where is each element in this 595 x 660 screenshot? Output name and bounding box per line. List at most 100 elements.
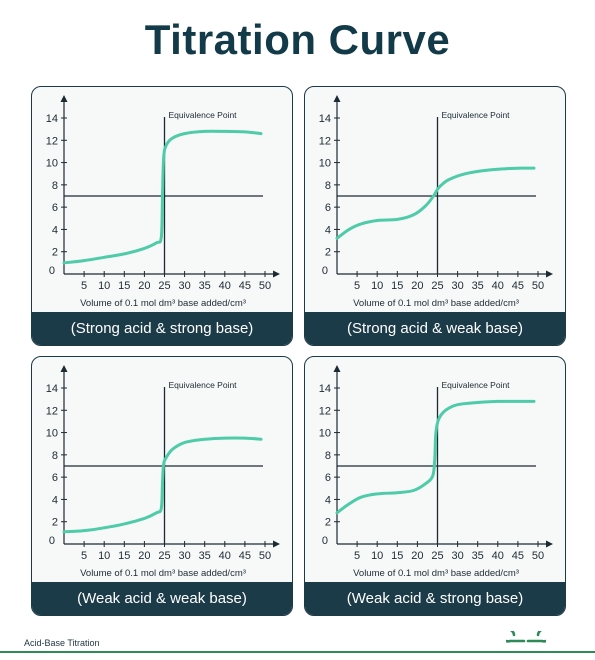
equivalence-point-label: Equivalence Point <box>442 380 511 390</box>
y-tick-label: 8 <box>325 450 331 462</box>
y-tick-label: 0 <box>322 265 328 277</box>
y-axis-arrow-icon <box>60 95 68 102</box>
x-tick-label: 45 <box>239 280 251 292</box>
equivalence-point-label: Equivalence Point <box>442 110 511 120</box>
chart-caption: (Strong acid & weak base) <box>305 312 565 345</box>
x-tick-label: 30 <box>451 280 463 292</box>
x-axis-label: Volume of 0.1 mol dm³ base added/cm³ <box>80 568 246 579</box>
x-tick-label: 15 <box>118 280 130 292</box>
x-tick-label: 5 <box>354 280 360 292</box>
y-tick-label: 4 <box>325 224 331 236</box>
y-tick-label: 6 <box>325 472 331 484</box>
x-axis-arrow-icon <box>273 540 280 548</box>
titration-chart: 0 2 4 6 8 10 12 14 5 10 15 20 25 30 35 40 45 50 Equivalenc… <box>46 95 280 309</box>
x-tick-label: 35 <box>199 280 211 292</box>
y-tick-label: 14 <box>46 113 58 125</box>
y-tick-label: 2 <box>325 517 331 529</box>
y-tick-label: 12 <box>319 135 331 147</box>
x-tick-label: 15 <box>118 550 130 562</box>
y-tick-label: 6 <box>325 202 331 214</box>
titration-chart: 0 2 4 6 8 10 12 14 5 10 15 20 25 30 35 40 45 50 Equivalenc… <box>46 365 280 579</box>
x-tick-label: 25 <box>158 280 170 292</box>
y-tick-label: 8 <box>52 180 58 192</box>
titration-chart: 0 2 4 6 8 10 12 14 5 10 15 20 25 30 35 40 45 50 Equivalenc… <box>319 365 553 579</box>
y-tick-label: 12 <box>319 405 331 417</box>
y-tick-label: 2 <box>325 247 331 259</box>
chart-caption: (Weak acid & weak base) <box>32 582 292 615</box>
y-tick-label: 4 <box>52 224 58 236</box>
chart-panel-strong-acid-weak-base: 0 2 4 6 8 10 12 14 5 10 15 20 25 30 35 40 45 50 Equivalenc… <box>304 86 566 346</box>
footer-label: Acid-Base Titration <box>24 638 100 648</box>
y-tick-label: 14 <box>319 383 331 395</box>
y-tick-label: 6 <box>52 202 58 214</box>
x-tick-label: 40 <box>492 550 504 562</box>
x-tick-label: 40 <box>219 550 231 562</box>
y-tick-label: 8 <box>325 180 331 192</box>
x-tick-label: 25 <box>158 550 170 562</box>
x-tick-label: 20 <box>138 550 150 562</box>
y-tick-label: 0 <box>322 535 328 547</box>
y-tick-label: 10 <box>319 428 331 440</box>
x-tick-label: 30 <box>178 550 190 562</box>
x-tick-label: 20 <box>138 280 150 292</box>
y-tick-label: 10 <box>46 428 58 440</box>
titration-curve <box>62 436 263 534</box>
x-tick-label: 15 <box>391 550 403 562</box>
chart-caption: (Strong acid & strong base) <box>32 312 292 345</box>
y-tick-label: 10 <box>46 158 58 170</box>
titration-curve <box>335 399 536 515</box>
x-tick-label: 35 <box>199 550 211 562</box>
y-tick-label: 4 <box>325 494 331 506</box>
y-tick-label: 2 <box>52 247 58 259</box>
footer-divider <box>0 651 595 653</box>
x-tick-label: 50 <box>532 280 544 292</box>
x-axis-label: Volume of 0.1 mol dm³ base added/cm³ <box>80 298 246 309</box>
x-tick-label: 5 <box>81 550 87 562</box>
x-tick-label: 25 <box>431 550 443 562</box>
x-tick-label: 10 <box>98 280 110 292</box>
y-tick-label: 4 <box>52 494 58 506</box>
equivalence-point-label: Equivalence Point <box>169 380 238 390</box>
y-tick-label: 12 <box>46 135 58 147</box>
x-tick-label: 5 <box>354 550 360 562</box>
x-tick-label: 35 <box>472 550 484 562</box>
x-axis-arrow-icon <box>546 270 553 278</box>
y-tick-label: 12 <box>46 405 58 417</box>
x-tick-label: 10 <box>371 280 383 292</box>
x-tick-label: 10 <box>98 550 110 562</box>
y-axis-arrow-icon <box>60 365 68 372</box>
x-axis-arrow-icon <box>546 540 553 548</box>
y-axis-arrow-icon <box>333 365 341 372</box>
x-tick-label: 15 <box>391 280 403 292</box>
x-tick-label: 50 <box>259 280 271 292</box>
y-tick-label: 14 <box>319 113 331 125</box>
x-tick-label: 50 <box>259 550 271 562</box>
chart-panel-weak-acid-weak-base: 0 2 4 6 8 10 12 14 5 10 15 20 25 30 35 40 45 50 Equivalenc… <box>31 356 293 616</box>
x-tick-label: 10 <box>371 550 383 562</box>
chart-panel-strong-acid-strong-base: 0 2 4 6 8 10 12 14 5 10 15 20 25 30 35 40 45 50 Equivalenc… <box>31 86 293 346</box>
x-tick-label: 45 <box>512 280 524 292</box>
titration-curve <box>335 166 536 240</box>
x-tick-label: 45 <box>239 550 251 562</box>
x-tick-label: 50 <box>532 550 544 562</box>
gfg-logo-icon <box>506 631 546 643</box>
x-tick-label: 30 <box>178 280 190 292</box>
x-tick-label: 30 <box>451 550 463 562</box>
x-tick-label: 5 <box>81 280 87 292</box>
x-axis-label: Volume of 0.1 mol dm³ base added/cm³ <box>353 298 519 309</box>
y-tick-label: 10 <box>319 158 331 170</box>
x-tick-label: 40 <box>219 280 231 292</box>
y-tick-label: 2 <box>52 517 58 529</box>
chart-caption: (Weak acid & strong base) <box>305 582 565 615</box>
x-tick-label: 35 <box>472 280 484 292</box>
x-axis-label: Volume of 0.1 mol dm³ base added/cm³ <box>353 568 519 579</box>
x-tick-label: 25 <box>431 280 443 292</box>
titration-chart: 0 2 4 6 8 10 12 14 5 10 15 20 25 30 35 40 45 50 Equivalenc… <box>319 95 553 309</box>
y-tick-label: 14 <box>46 383 58 395</box>
y-axis-arrow-icon <box>333 95 341 102</box>
y-tick-label: 0 <box>49 535 55 547</box>
chart-panel-weak-acid-strong-base: 0 2 4 6 8 10 12 14 5 10 15 20 25 30 35 40 45 50 Equivalenc… <box>304 356 566 616</box>
x-tick-label: 45 <box>512 550 524 562</box>
titration-curve <box>62 129 263 265</box>
equivalence-point-label: Equivalence Point <box>169 110 238 120</box>
